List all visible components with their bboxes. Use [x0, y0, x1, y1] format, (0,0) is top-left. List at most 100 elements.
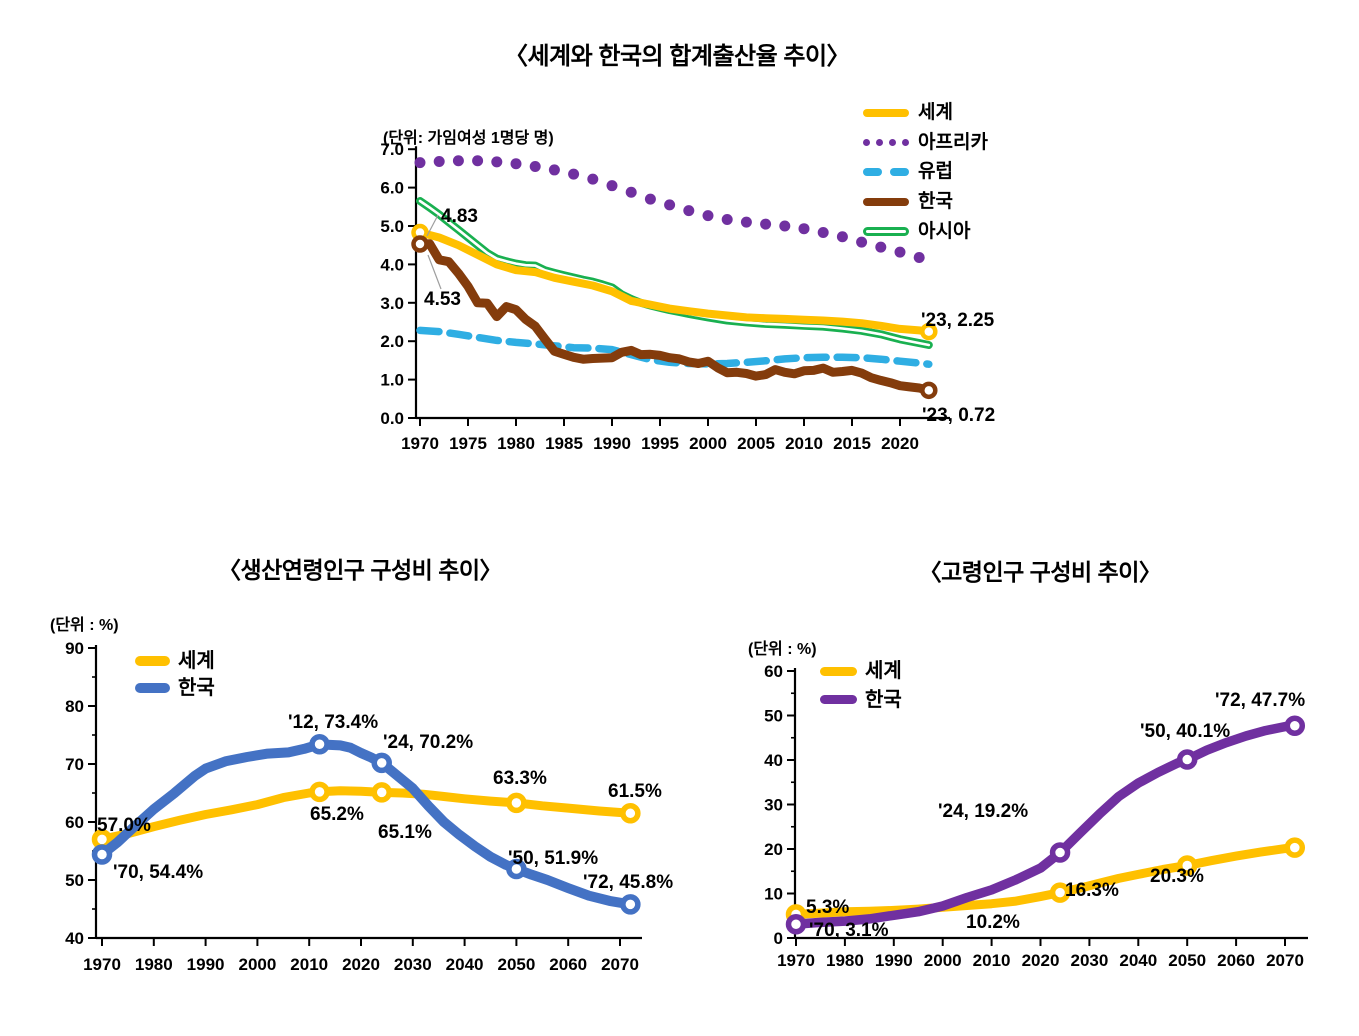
x-tick-label: 2010 [785, 434, 823, 453]
africa-dot [491, 156, 503, 168]
x-tick-label: 2005 [737, 434, 775, 453]
y-tick-label: 3.0 [380, 294, 404, 313]
x-tick-label: 1980 [135, 955, 173, 974]
korea-marker [920, 381, 938, 400]
korea-line [791, 720, 1300, 929]
korea-marker [91, 844, 113, 865]
legend-label: 세계 [865, 660, 902, 683]
annotation-label: '72, 45.8% [583, 872, 673, 893]
legend-item: 아시아 [863, 216, 988, 246]
africa-dot [587, 173, 599, 185]
legend-swatch-solid-icon [135, 683, 170, 694]
elderly-chart-title: 〈고령인구 구성비 추이〉 [918, 559, 1162, 585]
annotation-leader [427, 254, 442, 290]
x-tick-label: 2050 [1168, 951, 1206, 970]
world-marker [920, 322, 938, 341]
y-tick-label: 5.0 [380, 217, 404, 236]
africa-dot [894, 246, 906, 258]
annotation-label: '50, 51.9% [508, 848, 598, 869]
annotation-label: 20.3% [1150, 866, 1204, 887]
x-tick-label: 2050 [497, 955, 535, 974]
legend-item: 한국 [863, 187, 988, 217]
y-tick-label: 70 [65, 755, 84, 774]
x-tick-label: 2015 [833, 434, 871, 453]
y-tick-label: 50 [65, 871, 84, 890]
y-tick-label: 1.0 [380, 371, 404, 390]
y-tick-label: 30 [764, 796, 783, 815]
x-tick-label: 1990 [187, 955, 225, 974]
y-tick-label: 60 [65, 813, 84, 832]
africa-dot [548, 164, 560, 176]
legend-swatch-solid-icon [820, 695, 857, 705]
x-tick-label: 2070 [601, 955, 639, 974]
x-tick-label: 2020 [342, 955, 380, 974]
elderly-chart-legend: 세계 한국 [820, 657, 902, 714]
annotation-label: 61.5% [608, 781, 662, 802]
annotation-label: 4.53 [424, 289, 461, 310]
y-tick-label: 40 [764, 751, 783, 770]
y-tick-label: 40 [65, 929, 84, 948]
legend-item: 한국 [135, 675, 215, 703]
annotation-label: '24, 70.2% [383, 732, 473, 753]
fertility-chart-legend: 세계 아프리카 유럽 한국 아시아 [863, 98, 988, 246]
africa-dot [760, 218, 772, 230]
africa-dot [452, 155, 464, 167]
annotation-label: 65.1% [378, 822, 432, 843]
world-marker [1049, 882, 1071, 903]
y-tick-label: 50 [764, 707, 783, 726]
x-tick-label: 1970 [83, 955, 121, 974]
x-tick-label: 1970 [777, 951, 815, 970]
annotation-label: '72, 47.7% [1215, 690, 1305, 711]
fertility-chart-plot: 7.0 6.0 5.0 4.0 3.0 2.0 1.0 0.0 1970 1975 1980 1985… [380, 140, 995, 453]
x-tick-label: 2030 [394, 955, 432, 974]
x-tick-label: 2000 [238, 955, 276, 974]
legend-swatch-solid-icon [863, 197, 909, 206]
y-tick-label: 2.0 [380, 332, 404, 351]
working-age-chart-plot: 90 80 70 60 50 40 1970 1980 1990 2000 2010 2020 2030… [65, 639, 673, 974]
world-marker [620, 803, 641, 824]
korea-marker [1176, 749, 1198, 770]
legend-swatch-dash-icon [863, 167, 909, 176]
africa-dot [433, 155, 445, 167]
africa-dot [740, 216, 752, 228]
x-tick-label: 1970 [401, 434, 439, 453]
y-tick-label: 20 [764, 840, 783, 859]
annotation-label: 16.3% [1065, 880, 1119, 901]
annotation-label: '23, 2.25 [921, 310, 995, 331]
korea-marker [506, 858, 527, 880]
africa-dot [683, 205, 695, 217]
legend-item: 세계 [820, 657, 902, 686]
annotation-label: '23, 0.72 [922, 405, 995, 426]
legend-label: 세계 [918, 102, 953, 124]
annotation-label: 63.3% [493, 768, 547, 789]
africa-dot [817, 227, 829, 239]
x-tick-label: 2020 [1022, 951, 1060, 970]
x-tick-label: 2070 [1266, 951, 1304, 970]
annotation-label: '24, 19.2% [938, 801, 1028, 822]
x-tick-label: 2060 [1217, 951, 1255, 970]
working-age-unit-label: (단위 : %) [50, 617, 119, 634]
africa-dot [644, 193, 656, 205]
africa-dot [606, 180, 618, 192]
annotation-label: '50, 40.1% [1140, 721, 1230, 742]
x-tick-label: 2000 [689, 434, 727, 453]
africa-dot [913, 251, 925, 263]
africa-dot [568, 168, 580, 180]
y-tick-label: 60 [764, 662, 783, 681]
x-tick-label: 1980 [497, 434, 535, 453]
world-line [97, 786, 635, 844]
x-tick-label: 2040 [446, 955, 484, 974]
legend-swatch-dots-icon [863, 138, 909, 146]
annotation-label: 10.2% [966, 912, 1020, 933]
korea-marker [309, 734, 330, 755]
x-tick-label: 1990 [593, 434, 631, 453]
africa-dot [472, 155, 484, 167]
annotation-label: 5.3% [806, 897, 849, 918]
world-line [416, 228, 933, 336]
x-tick-label: 2010 [290, 955, 328, 974]
x-tick-label: 2020 [881, 434, 919, 453]
annotation-label: 57.0% [97, 815, 151, 836]
world-marker [371, 782, 392, 803]
africa-dot [664, 199, 676, 211]
